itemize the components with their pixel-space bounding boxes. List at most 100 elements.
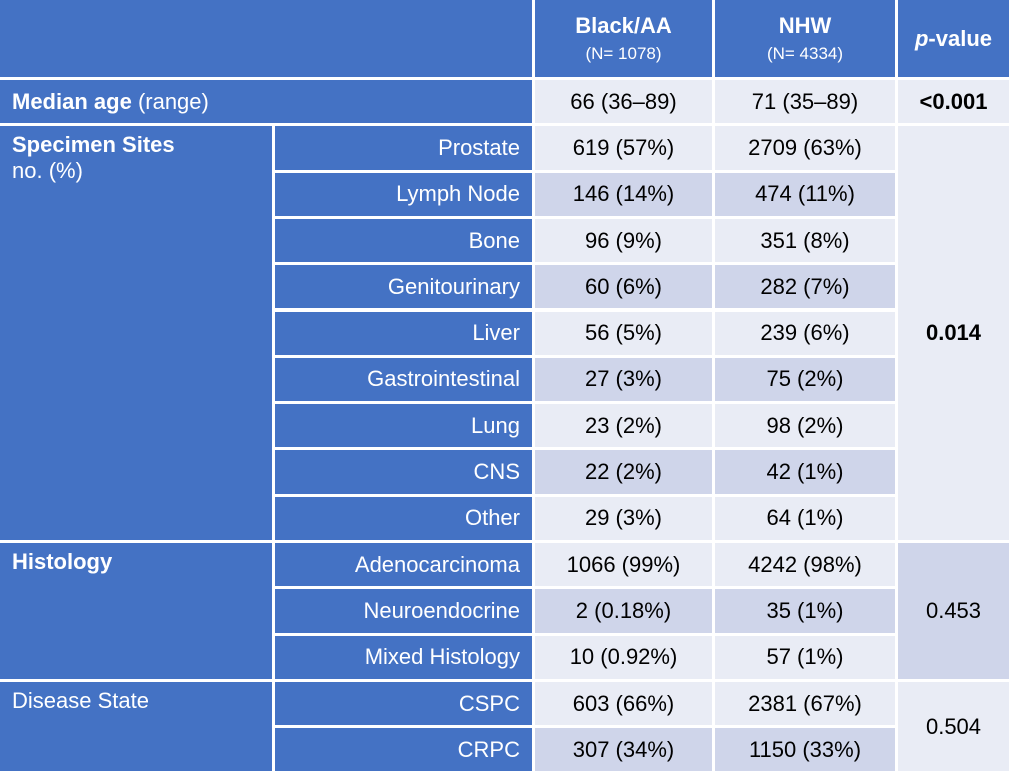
data-cell: 351 (8%) [715, 218, 895, 263]
cell-text: Bone [468, 227, 520, 253]
cell-text: 282 (7%) [760, 273, 850, 299]
cell-text: 22 (2%) [584, 459, 663, 485]
header-cell: p-value [898, 0, 1009, 77]
cell-text: 1150 (33%) [748, 736, 862, 762]
cell-text: 2 (0.18%) [575, 597, 672, 623]
cell-text: 4242 (98%) [748, 551, 862, 577]
cell-text: 146 (14%) [572, 181, 675, 207]
cell-text: 29 (3%) [584, 505, 663, 531]
data-cell: 307 (34%) [535, 728, 712, 772]
data-cell: 96 (9%) [535, 218, 712, 263]
cell-text: Neuroendocrine [363, 597, 520, 623]
cell-text: 239 (6%) [760, 320, 850, 346]
data-cell: 239 (6%) [715, 311, 895, 355]
row-label: Other [275, 496, 532, 540]
cell-text: 27 (3%) [584, 366, 663, 392]
cell-text: 64 (1%) [766, 505, 844, 531]
cell-text: 23 (2%) [584, 412, 663, 438]
p-cell: 0.014 [898, 126, 1009, 540]
data-cell: 23 (2%) [535, 404, 712, 448]
cell-text: Specimen Sites [12, 132, 175, 158]
cell-text: <0.001 [919, 88, 988, 114]
cell-text: 1066 (99%) [566, 551, 681, 577]
cell-text: Genitourinary [387, 273, 520, 299]
data-cell: 2381 (67%) [715, 681, 895, 726]
cell-text: Histology [12, 549, 113, 574]
cell-text: 60 (6%) [584, 273, 663, 299]
cell-text: 71 (35–89) [751, 88, 859, 114]
cell-text: 307 (34%) [572, 736, 675, 762]
cell-text: p [914, 25, 929, 51]
row-label: Mixed Histology [275, 635, 532, 679]
data-cell: 35 (1%) [715, 589, 895, 633]
cell-text: (N= 4334) [766, 43, 844, 63]
row-label: Median age (range) [0, 80, 532, 124]
data-cell: 29 (3%) [535, 496, 712, 540]
cell-text: Gastrointestinal [367, 366, 520, 392]
data-cell: 619 (57%) [535, 126, 712, 170]
cell-text: 56 (5%) [584, 320, 663, 346]
data-cell: 27 (3%) [535, 357, 712, 402]
row-label: Genitourinary [275, 265, 532, 309]
cell-text: (N= 1078) [585, 43, 662, 63]
section-label: Specimen Sites no. (%) [0, 126, 272, 540]
cell-text: 10 (0.92%) [569, 644, 678, 670]
cell-text: CRPC [457, 736, 520, 762]
data-cell: 1150 (33%) [715, 728, 895, 772]
cell-text: Black/AA [575, 12, 672, 38]
data-cell: 474 (11%) [715, 172, 895, 216]
row-label: Liver [275, 311, 532, 355]
cell-text: Other [464, 505, 520, 531]
cell-text: 351 (8%) [760, 227, 850, 253]
cell-text: 0.014 [925, 320, 982, 346]
cell-text: 66 (36–89) [570, 88, 677, 114]
cell-text: Mixed Histology [364, 644, 520, 670]
p-cell: <0.001 [898, 80, 1009, 124]
data-cell: 66 (36–89) [535, 80, 712, 124]
section-label: Disease State [0, 681, 272, 772]
cell-text: 57 (1%) [766, 644, 844, 670]
cell-text: Adenocarcinoma [354, 551, 520, 577]
data-cell: 146 (14%) [535, 172, 712, 216]
header-cell: Black/AA (N= 1078) [535, 0, 712, 77]
row-label: Lung [275, 404, 532, 448]
data-cell: 57 (1%) [715, 635, 895, 679]
cell-text: Lung [471, 412, 520, 438]
cell-text: 2381 (67%) [748, 690, 862, 716]
p-cell: 0.453 [898, 543, 1009, 679]
cell-text: 2709 (63%) [748, 134, 862, 160]
data-cell: 282 (7%) [715, 265, 895, 309]
cell-text: no. (%) [12, 158, 83, 184]
data-cell: 2 (0.18%) [535, 589, 712, 633]
data-cell: 75 (2%) [715, 357, 895, 402]
data-cell: 10 (0.92%) [535, 635, 712, 679]
data-cell: 60 (6%) [535, 265, 712, 309]
row-label: CSPC [275, 681, 532, 726]
cell-text: NHW [778, 12, 832, 38]
header-cell: NHW (N= 4334) [715, 0, 895, 77]
row-label: CRPC [275, 728, 532, 772]
cell-text: 96 (9%) [584, 227, 663, 253]
data-cell: 4242 (98%) [715, 543, 895, 587]
data-cell: 2709 (63%) [715, 126, 895, 170]
cell-text: 75 (2%) [766, 366, 844, 392]
cell-text: -value [928, 25, 993, 51]
cell-text: (range) [137, 88, 209, 114]
data-cell: 603 (66%) [535, 681, 712, 726]
p-cell: 0.504 [898, 681, 1009, 772]
row-label: Lymph Node [275, 172, 532, 216]
row-label: Neuroendocrine [275, 589, 532, 633]
data-cell: 22 (2%) [535, 450, 712, 494]
cell-text: CNS [473, 459, 520, 485]
row-label: Gastrointestinal [275, 357, 532, 402]
cell-text: 619 (57%) [572, 134, 675, 160]
cell-text: 35 (1%) [766, 597, 844, 623]
cell-text: Median age [12, 88, 132, 114]
cell-text: Liver [472, 320, 520, 346]
cell-text: 42 (1%) [766, 459, 844, 485]
data-cell: 64 (1%) [715, 496, 895, 540]
row-label: Adenocarcinoma [275, 543, 532, 587]
row-label: Bone [275, 218, 532, 263]
cell-text: 474 (11%) [755, 181, 855, 207]
